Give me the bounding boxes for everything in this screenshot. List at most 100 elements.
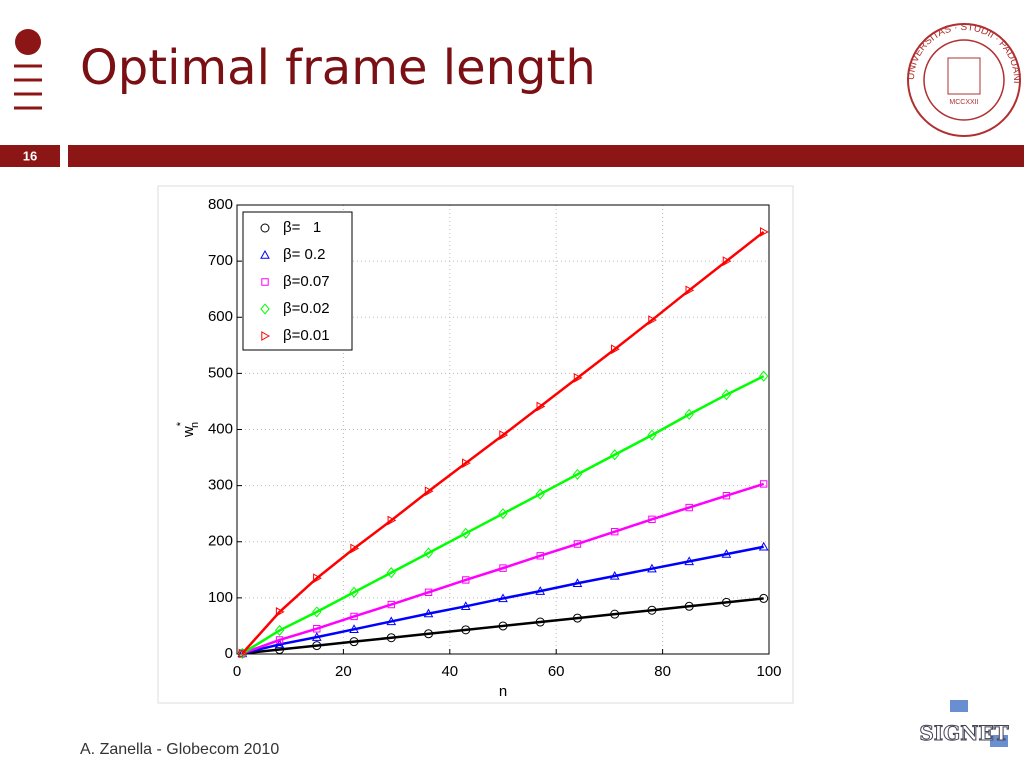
header-band [68, 145, 1024, 167]
marker [499, 430, 509, 440]
marker [648, 315, 657, 325]
y-axis-label: w* n [175, 421, 201, 438]
series-line [242, 597, 764, 655]
marker [611, 344, 620, 355]
marker [759, 480, 768, 488]
marker [424, 486, 434, 497]
marker [648, 515, 656, 523]
y-tick-label: 200 [208, 533, 233, 550]
marker [275, 607, 285, 617]
marker [498, 593, 508, 603]
marker [423, 608, 434, 618]
marker [274, 639, 285, 649]
x-tick-label: 80 [654, 663, 671, 680]
legend-marker [260, 249, 270, 259]
marker [536, 401, 546, 412]
marker [349, 624, 359, 634]
y-tick-label: 600 [208, 308, 233, 325]
series-line [241, 230, 765, 655]
marker [759, 227, 769, 237]
marker [275, 645, 285, 655]
marker [722, 256, 732, 266]
legend-marker [260, 223, 270, 233]
y-tick-label: 500 [208, 364, 233, 381]
x-tick-label: 20 [335, 663, 352, 680]
marker [312, 641, 322, 651]
marker [350, 612, 358, 621]
marker [685, 503, 693, 512]
marker [685, 285, 695, 296]
marker [609, 570, 620, 580]
marker [349, 586, 359, 598]
series-line [242, 545, 764, 655]
legend-marker [261, 331, 271, 341]
marker [647, 429, 657, 441]
plot-frame [236, 204, 770, 655]
marker [387, 600, 395, 609]
marker [461, 625, 471, 635]
marker [573, 540, 582, 548]
marker [610, 609, 620, 619]
x-tick-label: 40 [441, 663, 458, 680]
marker [573, 373, 583, 383]
marker [313, 573, 322, 584]
legend-label: β= 1 [283, 219, 321, 236]
marker [424, 588, 433, 596]
y-tick-label: 0 [225, 645, 233, 662]
slide-title: Optimal frame length [80, 40, 596, 96]
number-box [0, 145, 60, 167]
marker [238, 648, 248, 659]
marker [498, 621, 508, 631]
signet-text: SIGNET [919, 721, 1008, 745]
marker [572, 613, 582, 623]
marker [721, 549, 732, 558]
marker [461, 527, 471, 539]
legend-marker [260, 303, 270, 315]
marker [462, 576, 470, 584]
marker [572, 468, 583, 480]
marker [387, 515, 397, 526]
marker [647, 563, 657, 573]
marker [535, 617, 545, 627]
legend-label: β=0.07 [283, 273, 330, 290]
marker [386, 567, 396, 579]
marker [535, 586, 546, 595]
marker [423, 547, 434, 559]
marker [535, 488, 545, 500]
series-line [241, 482, 765, 655]
logo-dot [15, 29, 41, 55]
footer: A. Zanella - Globecom 2010 [80, 741, 279, 758]
marker [536, 552, 544, 560]
marker [684, 601, 694, 611]
seal: UNIVERSITAS · STUDII · PADUANI MCCXXII [906, 22, 1022, 137]
marker [350, 543, 360, 554]
marker [610, 449, 620, 461]
x-tick-label: 100 [756, 663, 781, 680]
marker [721, 597, 731, 607]
marker [759, 593, 769, 603]
marker [424, 629, 434, 639]
legend-label: β=0.02 [283, 300, 330, 317]
x-tick-label: 60 [548, 663, 565, 680]
marker [722, 492, 731, 500]
seal-year: MCCXXII [949, 99, 978, 106]
marker [312, 606, 322, 618]
marker [758, 541, 769, 551]
logo-bars [14, 64, 42, 110]
marker [499, 564, 507, 572]
y-tick-label: 800 [208, 196, 233, 213]
y-label-base: w [180, 426, 197, 438]
marker [759, 370, 769, 382]
legend-box [242, 211, 353, 351]
marker [275, 636, 284, 644]
y-tick-label: 300 [208, 477, 233, 494]
marker [498, 508, 508, 520]
marker [460, 601, 471, 610]
marker [684, 556, 695, 566]
marker [572, 578, 583, 587]
legend-label: β= 0.2 [283, 246, 325, 263]
marker [611, 527, 619, 536]
